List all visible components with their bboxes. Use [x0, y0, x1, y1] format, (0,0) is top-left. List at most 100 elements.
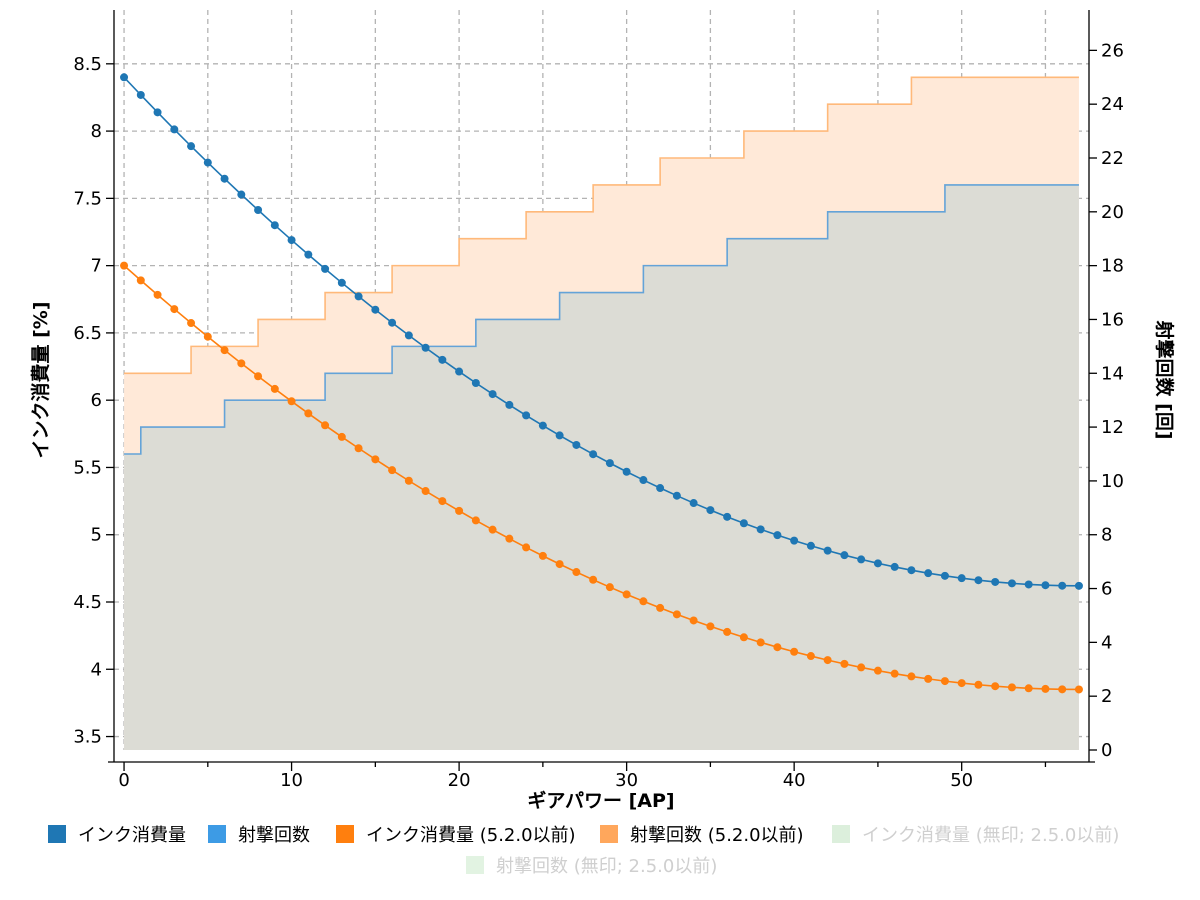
line-series-3-point	[940, 677, 949, 686]
legend-swatch	[48, 825, 66, 843]
line-series-1-point	[572, 440, 581, 449]
line-series-1-point	[220, 174, 229, 183]
line-series-3-path	[123, 265, 1079, 691]
y-left-tick-label: 8	[91, 121, 102, 142]
line-series-3-point	[371, 455, 380, 464]
legend-label: インク消費量 (5.2.0以前)	[366, 825, 576, 846]
line-series-1-point	[1007, 579, 1016, 588]
line-series-3-point	[471, 516, 480, 525]
line-series-3-point	[1041, 684, 1050, 693]
y-left-tick-label: 7.5	[73, 188, 102, 209]
legend-item[interactable]: インク消費量 (無印; 2.5.0以前)	[832, 825, 1119, 846]
x-tick-label: 50	[950, 770, 973, 791]
y-left-tick-label: 5	[91, 525, 102, 546]
line-series-1-point	[136, 90, 145, 99]
line-series-3-point	[1058, 685, 1067, 694]
line-series-3-point	[538, 551, 547, 560]
line-series-1-point	[639, 476, 648, 485]
line-series-1-point	[522, 411, 531, 420]
line-series-3-point	[1007, 683, 1016, 692]
legend-item[interactable]: 射撃回数 (無印; 2.5.0以前)	[466, 856, 717, 877]
line-series-1-point	[739, 519, 748, 528]
y-right-tick-label: 22	[1101, 148, 1124, 169]
y-axis-right-title: 射撃回数 [回]	[1153, 320, 1176, 440]
line-series-3-point	[739, 633, 748, 642]
line-series-1-point	[773, 531, 782, 540]
y-left-tick-label: 7	[91, 256, 102, 277]
line-series-1-point	[120, 73, 129, 82]
step-series-4-line	[124, 76, 1079, 375]
line-series-1-point	[756, 525, 765, 534]
legend-item[interactable]: 射撃回数	[208, 825, 310, 846]
line-series-1-point	[589, 450, 598, 459]
y-right-tick-label: 26	[1101, 40, 1124, 61]
y-right-tick-label: 10	[1101, 471, 1124, 492]
line-series-1-point	[187, 142, 196, 151]
line-series-3-point	[823, 656, 832, 665]
line-series-1-point	[622, 467, 631, 476]
legend-swatch	[832, 825, 850, 843]
x-tick-label: 10	[280, 770, 303, 791]
line-series-1-point	[505, 400, 514, 409]
line-series-1-point	[471, 378, 480, 387]
legend-item[interactable]: 射撃回数 (5.2.0以前)	[600, 825, 804, 846]
legend-swatch	[336, 825, 354, 843]
legend-label: インク消費量	[78, 825, 186, 846]
line-series-3-point	[723, 627, 732, 636]
line-series-3-point	[220, 346, 229, 355]
line-series-1-point	[1024, 580, 1033, 589]
x-tick-label: 20	[448, 770, 471, 791]
line-series-3-point	[136, 276, 145, 285]
line-series-1-point	[957, 574, 966, 583]
line-series-3-point	[957, 679, 966, 688]
line-series-1-point	[890, 562, 899, 571]
line-series-3-point	[455, 506, 464, 515]
legend-item[interactable]: インク消費量	[48, 825, 186, 846]
line-series-3-point	[857, 663, 866, 672]
line-series-3-point	[706, 622, 715, 631]
line-series-3-point	[1024, 684, 1033, 693]
legend-swatch	[466, 856, 484, 874]
line-series-3-point	[907, 672, 916, 681]
line-series-3-point	[287, 397, 296, 406]
line-series-1-point	[1041, 581, 1050, 590]
line-series-1-point	[237, 190, 246, 199]
line-series-1-point	[421, 343, 430, 352]
legend-label: 射撃回数 (5.2.0以前)	[630, 825, 804, 846]
line-series-3-point	[170, 305, 179, 314]
line-series-3-point	[488, 525, 497, 534]
line-series-1-point	[455, 367, 464, 376]
line-series-3-point	[438, 497, 447, 506]
y-right-tick-label: 8	[1101, 525, 1112, 546]
line-series-3-point	[656, 603, 665, 612]
line-series-1-point	[873, 559, 882, 568]
line-series-1-point	[438, 355, 447, 364]
line-series-1-point	[538, 421, 547, 430]
line-series-3-point	[404, 476, 413, 485]
line-series-3-point	[120, 261, 129, 270]
line-series-3-point	[790, 647, 799, 656]
line-series-1-point	[706, 506, 715, 515]
line-series-1-point	[974, 576, 983, 585]
line-series-1-point	[940, 571, 949, 580]
line-series-3-point	[974, 680, 983, 689]
line-series-1-point	[857, 555, 866, 564]
legend: インク消費量 射撃回数 インク消費量 (5.2.0以前) 射撃回数 (5.2.0以前)…	[48, 825, 1119, 877]
line-series-3-point	[924, 674, 933, 683]
line-series-3-point	[153, 290, 162, 299]
line-series-1-point	[1058, 581, 1067, 590]
line-series-3-point	[237, 359, 246, 368]
y-left-tick-label: 4.5	[73, 592, 102, 613]
y-right-tick-label: 2	[1101, 686, 1112, 707]
y-left-tick-label: 6.5	[73, 323, 102, 344]
line-series-1-point	[404, 331, 413, 340]
line-series-1-point	[840, 551, 849, 560]
y-right-tick-label: 12	[1101, 417, 1124, 438]
line-series-1-point	[672, 491, 681, 500]
line-series-1-point	[806, 541, 815, 550]
legend-label: 射撃回数 (無印; 2.5.0以前)	[496, 856, 717, 877]
legend-item[interactable]: インク消費量 (5.2.0以前)	[336, 825, 576, 846]
y-right-tick-label: 0	[1101, 740, 1112, 761]
x-tick-label: 40	[783, 770, 806, 791]
line-series-1-point	[924, 569, 933, 578]
